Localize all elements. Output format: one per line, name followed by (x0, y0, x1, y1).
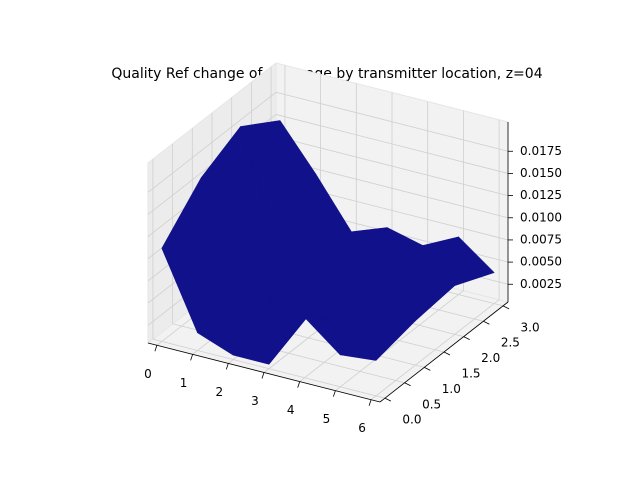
x-tick-label: 4 (287, 403, 295, 417)
tick-mark (368, 399, 372, 406)
z-tick-label: 0.0050 (520, 255, 562, 269)
tick-mark (333, 390, 336, 397)
tick-mark (502, 305, 510, 310)
x-tick-label: 0 (144, 367, 152, 381)
y-tick-label: 2.5 (501, 336, 520, 350)
x-tick-label: 2 (215, 385, 223, 399)
z-tick-label: 0.0025 (520, 277, 562, 291)
grid-line (275, 158, 509, 219)
tick-mark (154, 345, 158, 352)
y-tick-label: 1.5 (461, 367, 480, 381)
grid-line (275, 91, 509, 152)
axis-line (379, 301, 509, 403)
tick-mark (225, 363, 229, 370)
tick-mark (297, 381, 301, 388)
grid-line (275, 136, 509, 196)
tick-mark (261, 372, 265, 379)
surface-face (340, 320, 416, 361)
x-tick-label: 1 (180, 376, 188, 390)
grid-line (275, 114, 509, 174)
y-tick-label: 0.0 (402, 413, 421, 427)
y-tick-label: 2.0 (481, 351, 500, 365)
chart-title: Quality Ref change of coverage by transm… (111, 66, 542, 82)
z-tick-label: 0.0175 (520, 144, 562, 158)
z-tick-label: 0.0125 (520, 188, 562, 202)
tick-mark (404, 382, 411, 387)
tick-mark (463, 336, 470, 340)
z-tick-label: 0.0150 (520, 166, 562, 180)
tick-mark (190, 354, 193, 361)
tick-mark (424, 367, 431, 371)
tick-mark (384, 397, 392, 402)
x-tick-label: 6 (358, 421, 366, 435)
grid-line (147, 91, 277, 193)
x-tick-label: 3 (251, 394, 259, 408)
z-tick-label: 0.0075 (520, 232, 562, 246)
y-tick-label: 1.0 (442, 382, 461, 396)
x-tick-label: 5 (323, 412, 331, 426)
z-tick-label: 0.0100 (520, 210, 562, 224)
grid-line (152, 338, 386, 399)
tick-mark (483, 320, 490, 325)
tick-mark (443, 351, 451, 356)
axis-line (147, 342, 381, 403)
y-tick-label: 0.5 (422, 397, 441, 411)
y-tick-label: 3.0 (521, 320, 540, 334)
